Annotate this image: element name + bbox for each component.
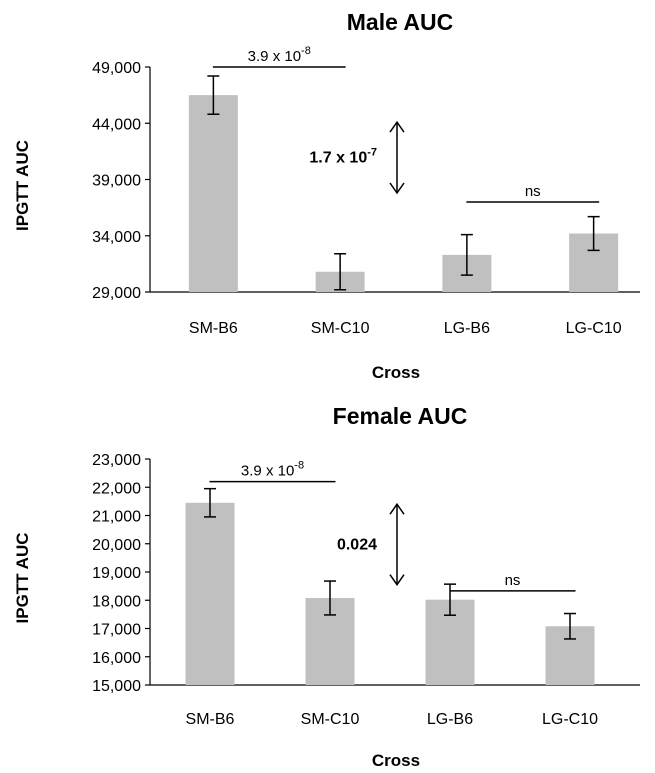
y-tick-label: 15,000 [92,678,141,695]
y-tick-label: 19,000 [92,565,141,582]
arrow-head-down [389,574,405,587]
y-tick-label: 34,000 [92,229,141,246]
comparison-label: 1.7 x 10-7 [309,147,377,167]
significance-label: 3.9 x 10-8 [248,45,311,65]
chart-1: Female AUC 15,000 16,000 17,000 18,000 19,000… [13,403,640,770]
significance-label: ns [525,183,541,200]
chart-title: Female AUC [333,403,468,429]
comparison-text: 1.7 x 10 [309,150,367,167]
x-tick-label: SM-B6 [189,320,238,337]
y-tick-label: 49,000 [92,60,141,77]
y-tick-label: 29,000 [92,285,141,302]
x-tick-label: LG-B6 [444,320,490,337]
significance-exponent: -8 [294,460,304,472]
significance-text: ns [505,572,521,589]
x-tick-label: LG-C10 [566,320,622,337]
significance-label: 3.9 x 10-8 [241,460,304,480]
significance-text: 3.9 x 10 [248,48,301,65]
x-tick-label: SM-C10 [301,711,360,728]
x-tick-label: SM-B6 [186,711,235,728]
comparison-label: 0.024 [337,536,377,553]
arrow-head-down [389,182,405,195]
chart-0: Male AUC 29,000 34,000 39,000 44,000 49,000 IP… [13,9,640,382]
x-tick-label: LG-B6 [427,711,473,728]
y-tick-label: 23,000 [92,452,141,469]
significance-exponent: -8 [301,45,311,57]
y-tick-label: 20,000 [92,537,141,554]
y-tick-label: 39,000 [92,173,141,190]
comparison-exponent: -7 [367,147,377,159]
chart-title: Male AUC [347,9,454,35]
y-tick-label: 44,000 [92,116,141,133]
arrow-head-up [389,502,405,515]
x-axis-label: Cross [372,363,420,382]
arrow-head-up [389,120,405,133]
y-tick-label: 16,000 [92,650,141,667]
y-tick-label: 21,000 [92,509,141,526]
significance-text: ns [525,183,541,200]
y-axis-label: IPGTT AUC [13,533,32,624]
x-tick-label: SM-C10 [311,320,370,337]
x-tick-label: LG-C10 [542,711,598,728]
comparison-text: 0.024 [337,536,377,553]
y-tick-label: 18,000 [92,593,141,610]
x-axis-label: Cross [372,751,420,770]
significance-text: 3.9 x 10 [241,463,294,480]
y-tick-label: 22,000 [92,480,141,497]
y-axis-label: IPGTT AUC [13,140,32,231]
significance-label: ns [505,572,521,589]
y-tick-label: 17,000 [92,622,141,639]
bar-sm-b6 [185,502,235,685]
bar-sm-b6 [188,95,238,292]
